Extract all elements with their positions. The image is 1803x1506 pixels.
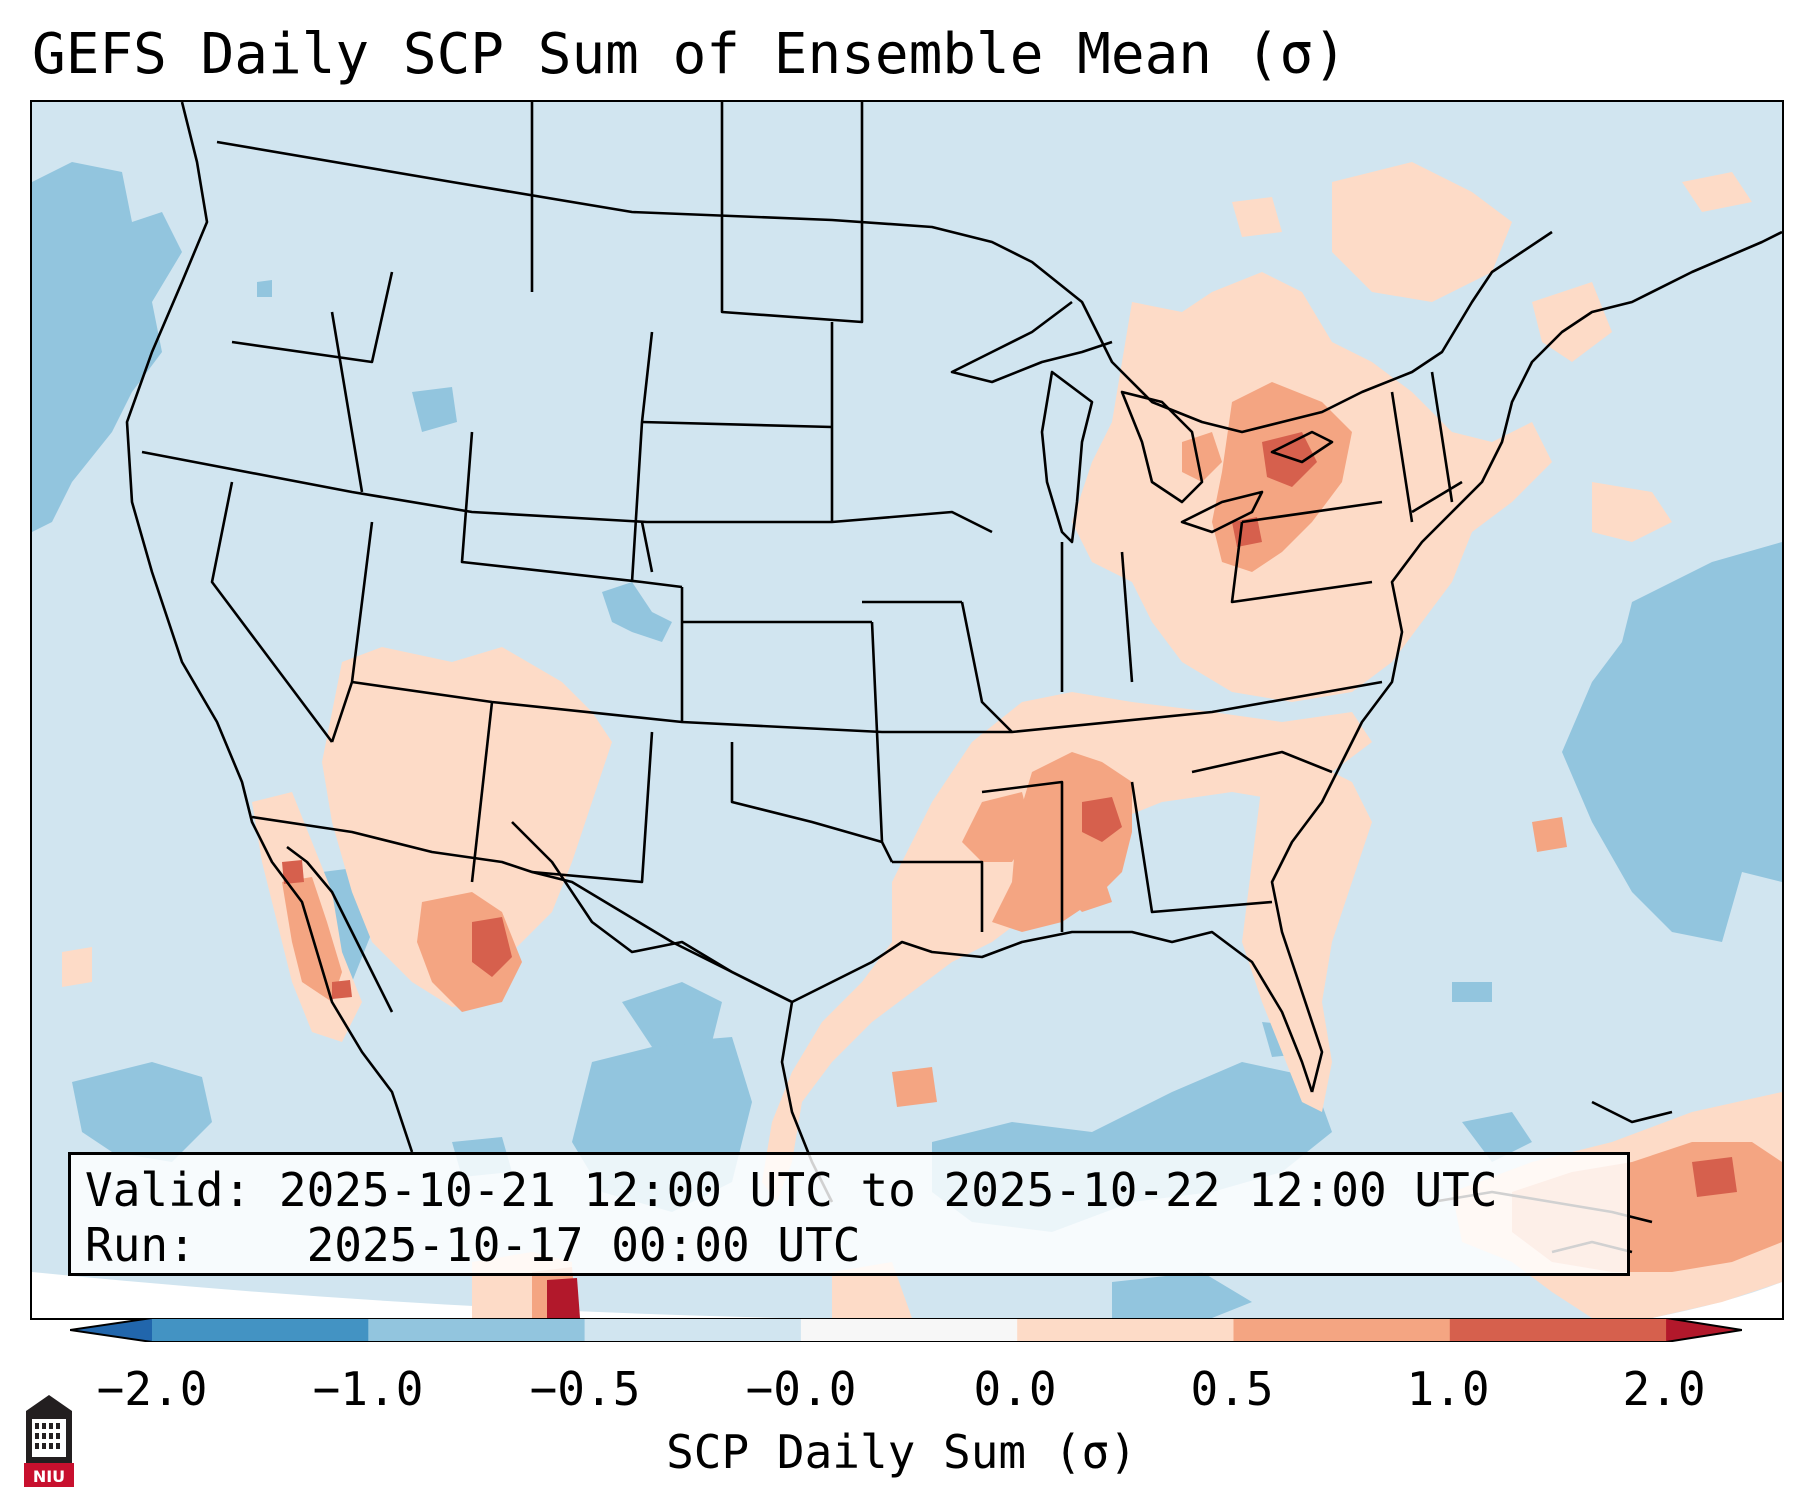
valid-line: Valid: 2025-10-21 12:00 UTC to 2025-10-2… — [85, 1163, 1627, 1218]
colorbar-tick-label: 0.0 — [973, 1362, 1057, 1416]
scp-field-map — [32, 102, 1782, 1318]
colorbar-segment — [152, 1318, 369, 1342]
colorbar-tick-label: −0.0 — [745, 1362, 857, 1416]
colorbar-segment — [1449, 1318, 1667, 1342]
colorbar-tick-label: 0.5 — [1190, 1362, 1274, 1416]
valid-label: Valid: — [85, 1163, 252, 1217]
boundary-lines — [125, 102, 1782, 1254]
colorbar-segment — [800, 1318, 1018, 1342]
off-domain-area — [1652, 1282, 1782, 1318]
colorbar — [70, 1318, 1742, 1342]
colorbar-segment — [1017, 1318, 1234, 1342]
run-value: 2025-10-17 00:00 UTC — [306, 1218, 861, 1272]
colorbar-extend-low — [70, 1318, 152, 1342]
colorbar-tick-label: 2.0 — [1622, 1362, 1706, 1416]
chart-title: GEFS Daily SCP Sum of Ensemble Mean (σ) — [32, 22, 1347, 87]
colorbar-tick-label: −1.0 — [312, 1362, 424, 1416]
university-tower-icon — [24, 1395, 74, 1487]
colorbar-segment — [584, 1318, 802, 1342]
run-label: Run: — [85, 1218, 196, 1272]
colorbar-extend-high — [1666, 1318, 1742, 1342]
field-background — [32, 102, 1782, 1318]
validity-info-box: Valid: 2025-10-21 12:00 UTC to 2025-10-2… — [68, 1152, 1630, 1276]
extreme-positive-region — [547, 1278, 580, 1318]
off-domain-area — [32, 1272, 1242, 1318]
colorbar-segment — [368, 1318, 586, 1342]
valid-value: 2025-10-21 12:00 UTC to 2025-10-22 12:00… — [278, 1163, 1498, 1217]
map-panel — [30, 100, 1784, 1320]
colorbar-label: SCP Daily Sum (σ) — [666, 1425, 1137, 1479]
colorbar-tick-label: 1.0 — [1406, 1362, 1490, 1416]
logo-text: NIU — [33, 1467, 65, 1486]
strong-positive-regions — [282, 432, 1737, 1197]
colorbar-tick-label: −0.5 — [529, 1362, 641, 1416]
niu-logo: NIU — [24, 1395, 74, 1487]
colorbar-segment — [1233, 1318, 1451, 1342]
run-line: Run: 2025-10-17 00:00 UTC — [85, 1218, 1627, 1273]
colorbar-tick-label: −2.0 — [96, 1362, 208, 1416]
